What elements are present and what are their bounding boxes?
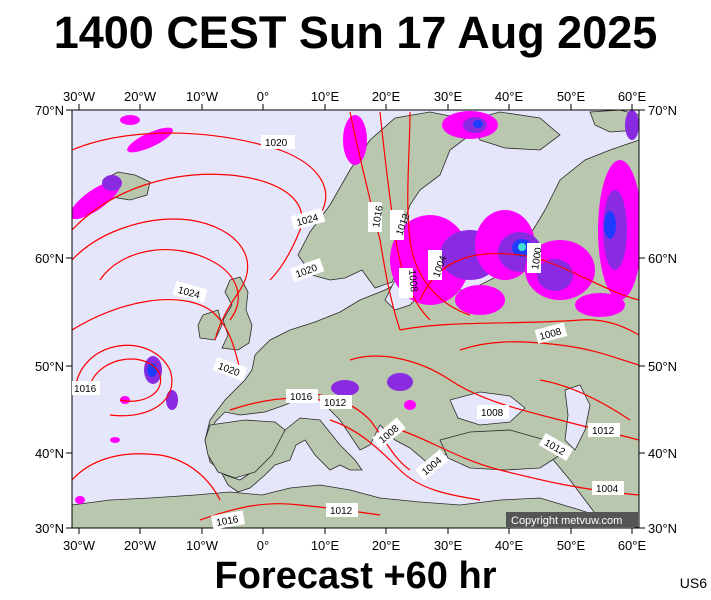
svg-text:1004: 1004: [596, 484, 619, 495]
lat-label: 50°N: [35, 359, 64, 374]
lon-label: 40°E: [495, 538, 524, 553]
lon-label: 40°E: [495, 89, 524, 104]
lon-label: 60°E: [618, 89, 647, 104]
forecast-label: Forecast +60 hr: [214, 555, 497, 597]
svg-text:1008: 1008: [406, 269, 419, 293]
isobar-label: 1000: [527, 243, 545, 273]
lon-label: 50°E: [557, 89, 586, 104]
isobar-label: 1008: [477, 405, 509, 419]
lat-label: 70°N: [648, 103, 677, 118]
lat-label: 30°N: [648, 521, 677, 536]
map-frame: [71, 109, 640, 529]
copyright-text: Copyright metvuw.com: [511, 515, 622, 527]
isobar-label: 1016: [368, 202, 386, 232]
lon-label: 20°W: [124, 89, 157, 104]
lon-label: 60°E: [618, 538, 647, 553]
lon-label: 20°W: [124, 538, 157, 553]
land-great-britain: [221, 276, 253, 351]
svg-text:1008: 1008: [481, 408, 504, 419]
lon-label: 30°E: [434, 89, 463, 104]
svg-text:1016: 1016: [215, 514, 239, 529]
lon-label: 0°: [257, 538, 269, 553]
lat-label: 70°N: [35, 103, 64, 118]
caspian-sea: [564, 384, 591, 451]
isobar-label: 1016: [286, 389, 318, 403]
lon-label: 30°E: [434, 538, 463, 553]
lon-label: 30°W: [63, 538, 96, 553]
lon-label: 50°E: [557, 538, 586, 553]
lat-label: 60°N: [35, 251, 64, 266]
isobar-label: 1012: [326, 503, 358, 517]
isobar-label: 1012: [588, 423, 620, 437]
svg-text:1016: 1016: [371, 204, 386, 228]
map-title: 1400 CEST Sun 17 Aug 2025: [53, 7, 658, 58]
lon-label: 10°W: [186, 89, 219, 104]
bottom-longitude-labels: 30°W 20°W 10°W 0° 10°E 20°E 30°E 40°E 50…: [63, 538, 646, 553]
svg-text:1012: 1012: [592, 426, 615, 437]
svg-text:1016: 1016: [74, 384, 97, 395]
precipitation-areas: [72, 110, 639, 504]
land-iberia: [204, 419, 286, 479]
svg-text:1012: 1012: [324, 398, 347, 409]
isobars: [72, 111, 639, 521]
lat-label: 60°N: [648, 251, 677, 266]
lon-label: 10°W: [186, 538, 219, 553]
lat-label: 40°N: [35, 446, 64, 461]
top-longitude-labels: 30°W 20°W 10°W 0° 10°E 20°E 30°E 40°E 50…: [63, 89, 646, 104]
lat-label: 50°N: [648, 359, 677, 374]
isobar-label: 1016: [211, 510, 245, 530]
isobar-label: 1020: [261, 135, 295, 149]
svg-text:1016: 1016: [290, 392, 313, 403]
left-latitude-labels: 70°N 60°N 50°N 40°N 30°N: [35, 103, 64, 536]
isobar-label: 1004: [592, 481, 624, 495]
isobar-label: 1008: [399, 268, 419, 298]
lon-label: 20°E: [372, 538, 401, 553]
lon-label: 0°: [257, 89, 269, 104]
isobar-label: 1016: [72, 381, 100, 395]
lon-label: 10°E: [311, 538, 340, 553]
region-code: US6: [679, 575, 707, 591]
lon-label: 10°E: [311, 89, 340, 104]
copyright-box: [506, 512, 638, 527]
isobar-label-group: 1020 1024 1016 1012 1024 1020 1004 1000 …: [72, 135, 624, 530]
svg-text:1020: 1020: [265, 138, 288, 149]
lat-label: 30°N: [35, 521, 64, 536]
lat-label: 40°N: [648, 446, 677, 461]
lon-label: 30°W: [63, 89, 96, 104]
svg-text:1000: 1000: [530, 246, 545, 270]
svg-text:1012: 1012: [330, 506, 353, 517]
right-latitude-labels: 70°N 60°N 50°N 40°N 30°N: [648, 103, 677, 536]
lon-label: 20°E: [372, 89, 401, 104]
isobar-label: 1012: [320, 395, 352, 409]
axis-ticks: [66, 104, 645, 534]
